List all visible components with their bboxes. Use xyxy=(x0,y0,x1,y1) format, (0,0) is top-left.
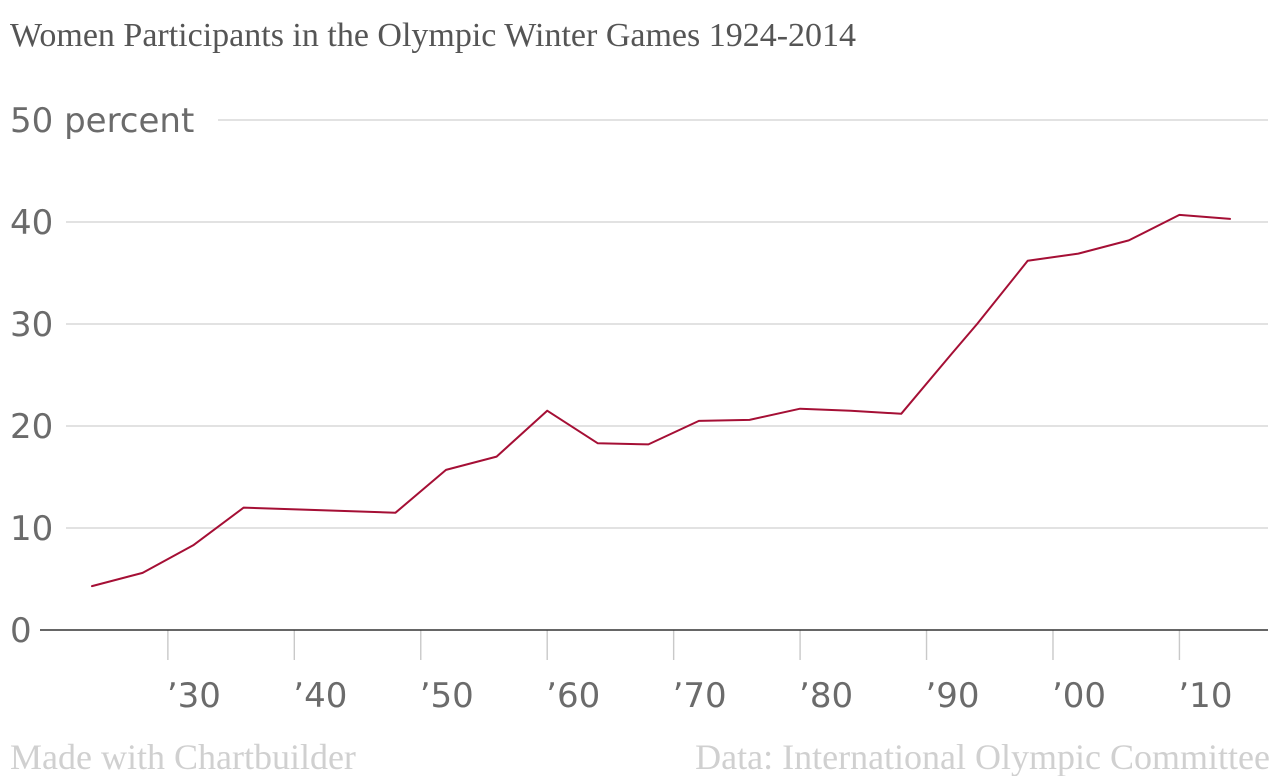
y-tick-label: 0 xyxy=(10,611,32,651)
x-axis-ticks: ’30 ’40 ’50 ’60 ’70 ’80 ’90 ’00 ’10 xyxy=(167,630,1232,716)
x-tick-label: ’80 xyxy=(799,676,853,716)
x-tick-label: ’40 xyxy=(293,676,347,716)
y-tick-label: 20 xyxy=(10,407,53,447)
y-tick-label: 50 percent xyxy=(10,101,194,141)
x-tick-label: ’50 xyxy=(420,676,474,716)
y-tick-label: 40 xyxy=(10,203,53,243)
chart-title: Women Participants in the Olympic Winter… xyxy=(10,17,856,54)
x-tick-label: ’00 xyxy=(1052,676,1106,716)
y-tick-label: 30 xyxy=(10,305,53,345)
footer-credit: Made with Chartbuilder xyxy=(10,737,356,776)
gridlines xyxy=(66,119,1268,529)
x-tick-label: ’90 xyxy=(925,676,979,716)
y-axis-tick-labels: 0 10 20 30 40 50 percent xyxy=(10,101,194,651)
series-line xyxy=(91,213,1231,588)
y-tick-label: 10 xyxy=(10,509,53,549)
x-tick-label: ’30 xyxy=(167,676,221,716)
series-lines xyxy=(91,213,1231,588)
footer-source: Data: International Olympic Committee xyxy=(695,737,1270,776)
x-tick-label: ’10 xyxy=(1178,676,1232,716)
x-tick-label: ’60 xyxy=(546,676,600,716)
x-tick-label: ’70 xyxy=(673,676,727,716)
